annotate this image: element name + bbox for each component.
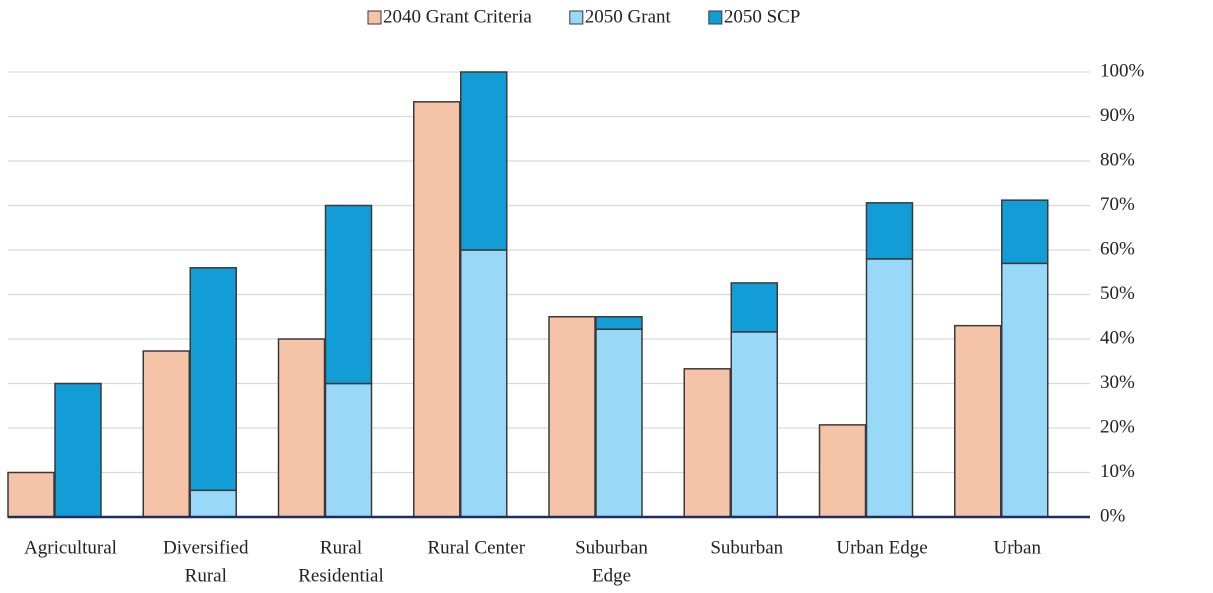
bar bbox=[324, 382, 373, 518]
legend-swatch bbox=[569, 10, 584, 25]
bar bbox=[954, 324, 1002, 518]
legend-label: 2050 Grant bbox=[585, 6, 672, 27]
x-tick-label: Urban bbox=[994, 537, 1042, 558]
bar bbox=[460, 249, 508, 518]
y-tick-label: 30% bbox=[1100, 372, 1135, 393]
bar bbox=[730, 282, 778, 333]
bar bbox=[818, 424, 867, 518]
bar bbox=[7, 471, 55, 518]
bar bbox=[413, 101, 461, 518]
y-tick-label: 0% bbox=[1100, 505, 1126, 526]
y-tick-label: 50% bbox=[1100, 283, 1135, 304]
bar bbox=[683, 368, 731, 518]
x-tick-label: Agricultural bbox=[24, 537, 117, 558]
bar bbox=[189, 267, 237, 492]
bar bbox=[54, 382, 102, 518]
x-tick-label: Diversified bbox=[163, 537, 249, 558]
y-tick-label: 100% bbox=[1100, 60, 1145, 81]
legend-label: 2050 SCP bbox=[724, 6, 801, 27]
bar bbox=[460, 71, 508, 251]
x-tick-label: Residential bbox=[298, 565, 383, 586]
bar bbox=[142, 350, 190, 518]
x-tick-label: Rural Center bbox=[427, 537, 525, 558]
legend-swatch bbox=[708, 10, 723, 25]
legend: 2040 Grant Criteria 2050 Grant 2050 SCP bbox=[367, 6, 801, 27]
y-tick-label: 80% bbox=[1100, 149, 1135, 170]
x-tick-label: Urban Edge bbox=[836, 537, 927, 558]
y-tick-label: 70% bbox=[1100, 194, 1135, 215]
bar bbox=[277, 338, 326, 518]
bar bbox=[1001, 199, 1049, 265]
bar bbox=[865, 202, 914, 260]
x-tick-label: Suburban bbox=[710, 537, 783, 558]
bar bbox=[189, 489, 237, 518]
y-tick-label: 10% bbox=[1100, 461, 1135, 482]
legend-swatch bbox=[367, 10, 382, 25]
y-tick-label: 90% bbox=[1100, 105, 1135, 126]
legend-label: 2040 Grant Criteria bbox=[383, 6, 532, 27]
bar bbox=[548, 316, 596, 518]
x-tick-label: Edge bbox=[592, 565, 631, 586]
y-tick-label: 40% bbox=[1100, 327, 1135, 348]
x-tick-label: Rural bbox=[185, 565, 227, 586]
x-tick-label: Suburban bbox=[575, 537, 648, 558]
bar bbox=[865, 258, 914, 518]
x-tick-label: Rural bbox=[320, 537, 362, 558]
bar bbox=[730, 331, 778, 518]
y-tick-label: 60% bbox=[1100, 238, 1135, 259]
y-tick-label: 20% bbox=[1100, 416, 1135, 437]
bar bbox=[324, 204, 373, 385]
bar bbox=[1001, 262, 1049, 518]
bar bbox=[595, 328, 643, 518]
bar bbox=[595, 316, 643, 330]
